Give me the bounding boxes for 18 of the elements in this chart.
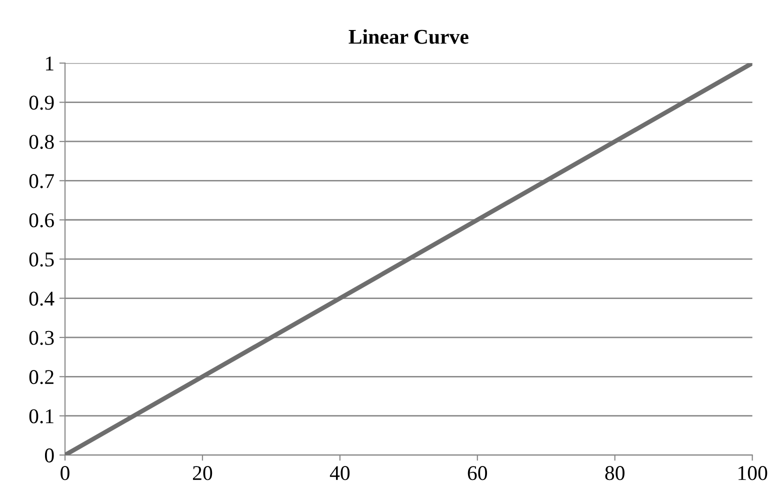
y-tick-label: 0.9	[29, 96, 54, 110]
x-tick-label: 100	[738, 466, 768, 480]
x-tick-label: 60	[468, 466, 488, 480]
y-tick-label: 0.3	[29, 330, 54, 345]
y-tick-label: 0.8	[29, 134, 54, 150]
y-tick-label: 0.2	[29, 370, 54, 384]
x-tick-label: 0	[60, 466, 70, 480]
y-tick-label: 0	[44, 448, 54, 462]
x-tick-label: 80	[605, 466, 624, 480]
y-tick-label: 0.5	[29, 252, 54, 267]
y-tick-label: 1	[46, 56, 54, 70]
y-tick-label: 0.7	[29, 174, 54, 188]
x-tick-label: 20	[192, 466, 212, 480]
y-tick-label: 0.6	[29, 213, 54, 228]
x-tick-label: 40	[330, 466, 350, 480]
y-tick-label: 0.1	[29, 409, 54, 424]
y-tick-label: 0.4	[29, 292, 54, 306]
chart-title: Linear Curve	[348, 29, 468, 44]
